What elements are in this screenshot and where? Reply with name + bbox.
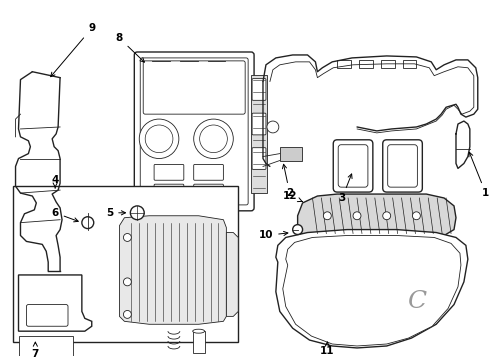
Circle shape	[383, 212, 391, 220]
FancyBboxPatch shape	[388, 145, 417, 187]
Circle shape	[123, 310, 131, 318]
Circle shape	[174, 209, 182, 217]
Text: 4: 4	[51, 175, 59, 188]
FancyBboxPatch shape	[194, 184, 223, 200]
Circle shape	[194, 119, 233, 158]
Bar	[251, 75, 267, 193]
Text: 8: 8	[116, 33, 145, 62]
FancyBboxPatch shape	[252, 78, 266, 100]
FancyBboxPatch shape	[383, 140, 422, 192]
Circle shape	[353, 212, 361, 220]
Text: 2: 2	[282, 164, 294, 198]
Circle shape	[123, 278, 131, 286]
Text: 3: 3	[339, 174, 352, 203]
Circle shape	[413, 212, 420, 220]
Bar	[280, 147, 301, 161]
Text: 6: 6	[51, 208, 78, 222]
FancyBboxPatch shape	[154, 184, 184, 200]
Bar	[359, 60, 373, 68]
Bar	[337, 60, 351, 68]
Ellipse shape	[193, 329, 205, 333]
Polygon shape	[19, 275, 92, 331]
FancyBboxPatch shape	[194, 165, 223, 180]
Polygon shape	[276, 230, 468, 348]
Circle shape	[323, 212, 331, 220]
Text: 1: 1	[469, 152, 490, 198]
Circle shape	[130, 206, 144, 220]
Bar	[193, 331, 205, 353]
Circle shape	[148, 209, 156, 217]
Circle shape	[293, 225, 302, 234]
Circle shape	[267, 121, 279, 133]
FancyBboxPatch shape	[134, 52, 254, 211]
Text: 9: 9	[50, 23, 96, 77]
Text: 11: 11	[320, 342, 335, 356]
FancyBboxPatch shape	[140, 58, 248, 205]
FancyBboxPatch shape	[154, 165, 184, 180]
FancyBboxPatch shape	[143, 61, 245, 114]
Text: 7: 7	[32, 342, 39, 359]
FancyBboxPatch shape	[26, 305, 68, 326]
Polygon shape	[297, 194, 456, 238]
Circle shape	[225, 209, 233, 217]
Text: 10: 10	[259, 230, 288, 240]
Circle shape	[145, 125, 173, 153]
Bar	[403, 60, 416, 68]
Circle shape	[199, 209, 208, 217]
Bar	[381, 60, 394, 68]
FancyBboxPatch shape	[252, 148, 266, 170]
FancyBboxPatch shape	[338, 145, 368, 187]
FancyBboxPatch shape	[333, 140, 373, 192]
Bar	[19, 336, 73, 358]
Polygon shape	[226, 233, 238, 316]
Text: 5: 5	[106, 208, 125, 218]
FancyBboxPatch shape	[252, 113, 266, 135]
Polygon shape	[283, 235, 461, 346]
Circle shape	[199, 125, 227, 153]
Circle shape	[82, 217, 94, 229]
Text: C: C	[407, 290, 426, 313]
Circle shape	[139, 119, 179, 158]
Polygon shape	[120, 216, 226, 324]
Circle shape	[123, 234, 131, 242]
Text: 12: 12	[282, 191, 302, 202]
Bar	[13, 186, 238, 342]
